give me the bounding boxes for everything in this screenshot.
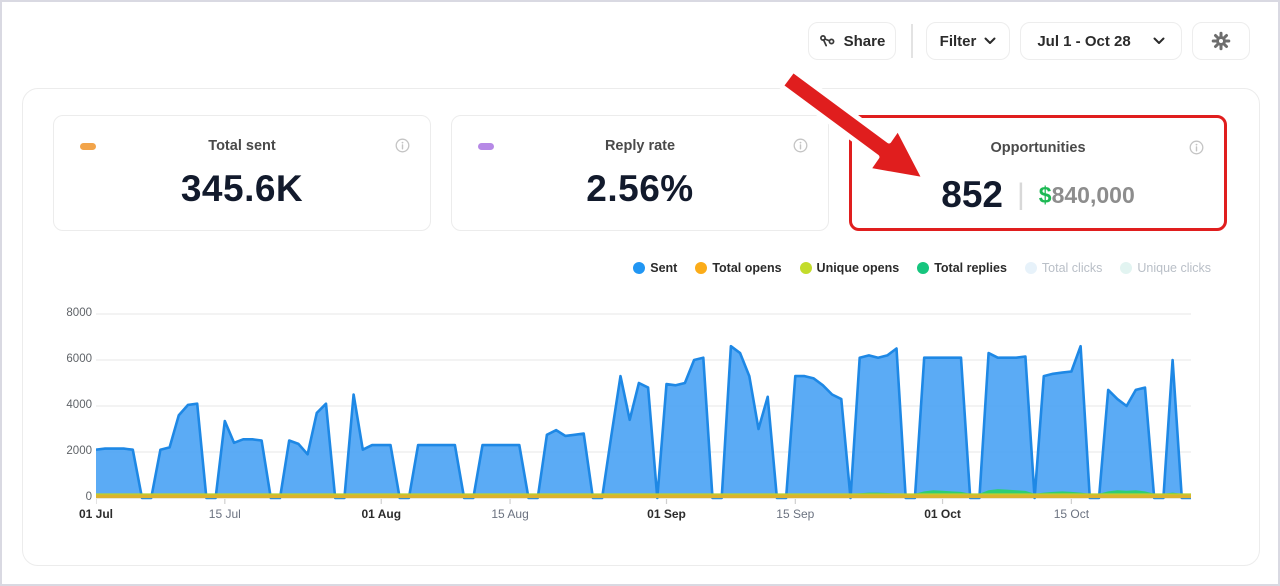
filter-label: Filter [939, 32, 977, 50]
legend-label: Total opens [712, 261, 782, 275]
legend-item-sent[interactable]: Sent [633, 261, 677, 275]
chart-legend: Sent Total opens Unique opens Total replies… [633, 261, 1211, 275]
legend-dot [633, 262, 646, 274]
sent-area [96, 346, 1191, 498]
legend-item-total-replies[interactable]: Total replies [917, 261, 1007, 275]
share-label: Share [843, 32, 886, 50]
opportunities-amount: 840,000 [1051, 181, 1135, 208]
legend-label: Unique opens [816, 261, 900, 275]
gear-icon [1211, 31, 1231, 51]
legend-label: Unique clicks [1137, 261, 1211, 275]
legend-label: Total replies [934, 261, 1007, 275]
x-axis-tick-label: 15 Aug [491, 507, 529, 521]
area-chart[interactable]: 0 2000 4000 6000 8000 01 Jul 15 Jul 01 Aug 15 A… [23, 304, 1261, 544]
legend-label: Sent [650, 261, 678, 275]
legend-dot [1024, 262, 1037, 274]
y-axis-tick-label: 8000 [66, 307, 92, 319]
legend-dot [799, 262, 812, 274]
stat-value: 2.56% [586, 168, 694, 209]
y-axis-tick-label: 4000 [66, 399, 92, 411]
chevron-down-icon [1153, 37, 1165, 44]
settings-button[interactable] [1192, 22, 1250, 60]
x-axis-tick-label: 15 Oct [1053, 507, 1090, 521]
legend-item-total-opens[interactable]: Total opens [695, 261, 782, 275]
legend-label: Total clicks [1041, 261, 1103, 275]
opportunities-count: 852 [941, 174, 1003, 215]
filter-button[interactable]: Filter [926, 22, 1010, 60]
x-axis-tick-label: 01 Sep [647, 507, 686, 521]
stat-card-reply-rate: Reply rate 2.56% [451, 115, 829, 231]
stat-title: Reply rate [604, 138, 676, 154]
legend-dot [917, 262, 930, 274]
stat-value: 345.6K [180, 168, 304, 209]
orange-series-dot [80, 143, 96, 150]
x-axis-tick-label: 15 Sep [776, 507, 815, 521]
date-range-label: Jul 1 - Oct 28 [1037, 32, 1131, 50]
info-icon[interactable] [793, 138, 808, 153]
value-separator: | [1017, 178, 1025, 211]
chevron-down-icon [984, 37, 996, 44]
currency-symbol: $ [1038, 181, 1052, 208]
purple-series-dot [478, 143, 494, 150]
x-axis-tick-label: 01 Aug [361, 507, 402, 521]
chart-plot-area[interactable] [96, 304, 1191, 518]
stat-card-total-sent: Total sent 345.6K [53, 115, 431, 231]
date-range-button[interactable]: Jul 1 - Oct 28 [1020, 22, 1182, 60]
y-axis-tick-label: 6000 [66, 353, 92, 365]
x-axis-tick-label: 15 Jul [208, 507, 241, 521]
legend-dot [1120, 262, 1133, 274]
y-axis-tick-label: 2000 [66, 445, 92, 457]
y-axis-tick-label: 0 [85, 491, 92, 503]
legend-item-total-clicks[interactable]: Total clicks [1024, 261, 1103, 275]
toolbar-divider [911, 24, 913, 58]
stat-title: Opportunities [990, 140, 1086, 156]
legend-item-unique-opens[interactable]: Unique opens [799, 261, 900, 275]
share-button[interactable]: Share [808, 22, 896, 60]
x-axis-tick-label: 01 Oct [924, 507, 961, 521]
legend-item-unique-clicks[interactable]: Unique clicks [1120, 261, 1211, 275]
share-icon [819, 34, 835, 46]
x-axis-tick-label: 01 Jul [78, 507, 114, 521]
legend-dot [695, 262, 708, 274]
info-icon[interactable] [395, 138, 410, 153]
stat-card-opportunities: Opportunities 852 | $840,000 [849, 115, 1227, 231]
stat-title: Total sent [208, 138, 276, 154]
info-icon[interactable] [1189, 140, 1204, 155]
dashboard-panel: Total sent 345.6K Reply rate 2.56% Oppor… [22, 88, 1260, 566]
